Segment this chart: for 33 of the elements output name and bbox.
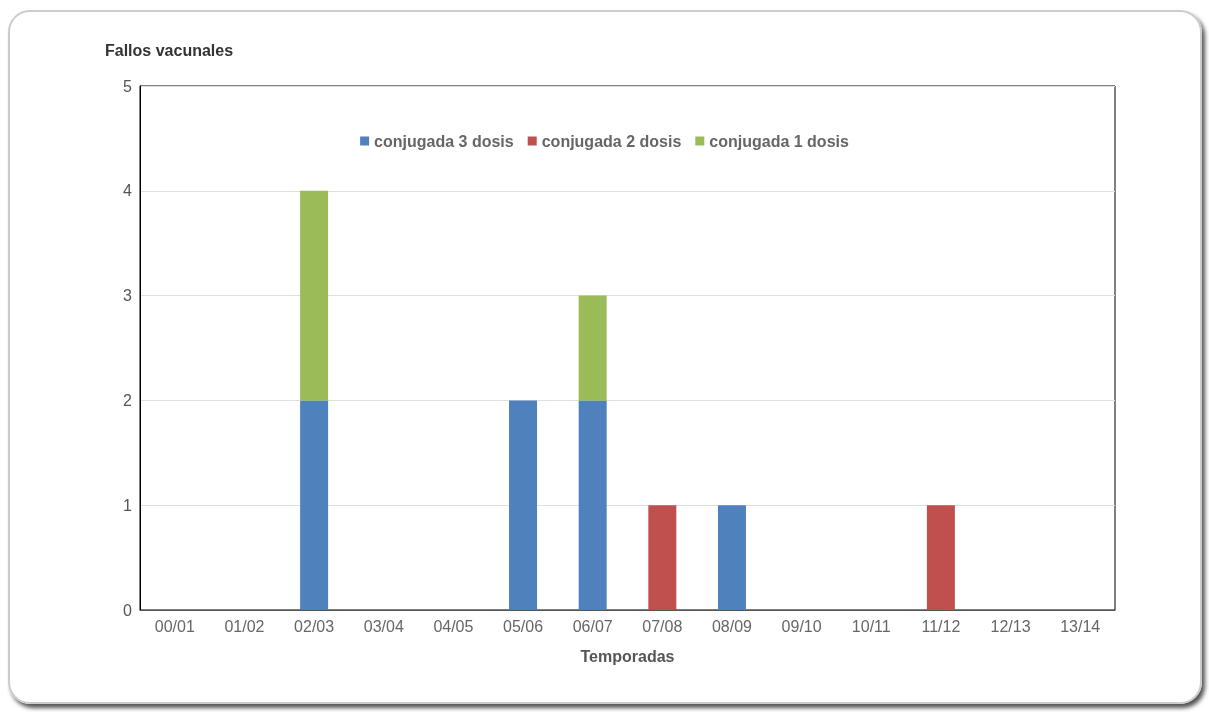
legend-label: conjugada 1 dosis — [709, 132, 849, 150]
legend-label: conjugada 2 dosis — [541, 132, 682, 150]
bar — [578, 295, 607, 401]
x-tick-label: 12/13 — [990, 617, 1031, 635]
y-tick-label: 0 — [123, 601, 133, 619]
x-tick-label: 10/11 — [851, 617, 891, 635]
x-tick-label: 07/08 — [642, 617, 683, 635]
x-tick-label: 00/01 — [154, 617, 195, 635]
bar — [926, 505, 955, 610]
bar — [300, 400, 329, 610]
y-tick-label: 1 — [123, 496, 133, 514]
x-tick-label: 08/09 — [711, 617, 753, 635]
bar — [578, 400, 607, 610]
x-tick-label: 01/02 — [224, 617, 265, 635]
x-tick-label: 09/10 — [781, 617, 822, 635]
x-axis-title: Temporadas — [580, 647, 675, 665]
bar — [300, 190, 329, 401]
x-tick-label: 13/14 — [1060, 617, 1101, 635]
x-tick-label: 04/05 — [433, 617, 474, 635]
legend-label: conjugada 3 dosis — [374, 132, 514, 150]
y-axis-title: Fallos vacunales — [105, 41, 234, 59]
y-tick-label: 2 — [123, 391, 133, 409]
bar — [717, 505, 746, 610]
x-tick-label: 03/04 — [363, 617, 404, 635]
bar — [648, 505, 677, 610]
y-tick-label: 4 — [123, 182, 133, 200]
bar — [509, 400, 538, 610]
x-tick-label: 06/07 — [572, 617, 613, 635]
x-tick-label: 11/12 — [921, 617, 961, 635]
y-tick-label: 5 — [123, 77, 133, 95]
y-tick-label: 3 — [123, 287, 133, 305]
x-tick-label: 02/03 — [294, 617, 335, 635]
x-tick-label: 05/06 — [503, 617, 544, 635]
